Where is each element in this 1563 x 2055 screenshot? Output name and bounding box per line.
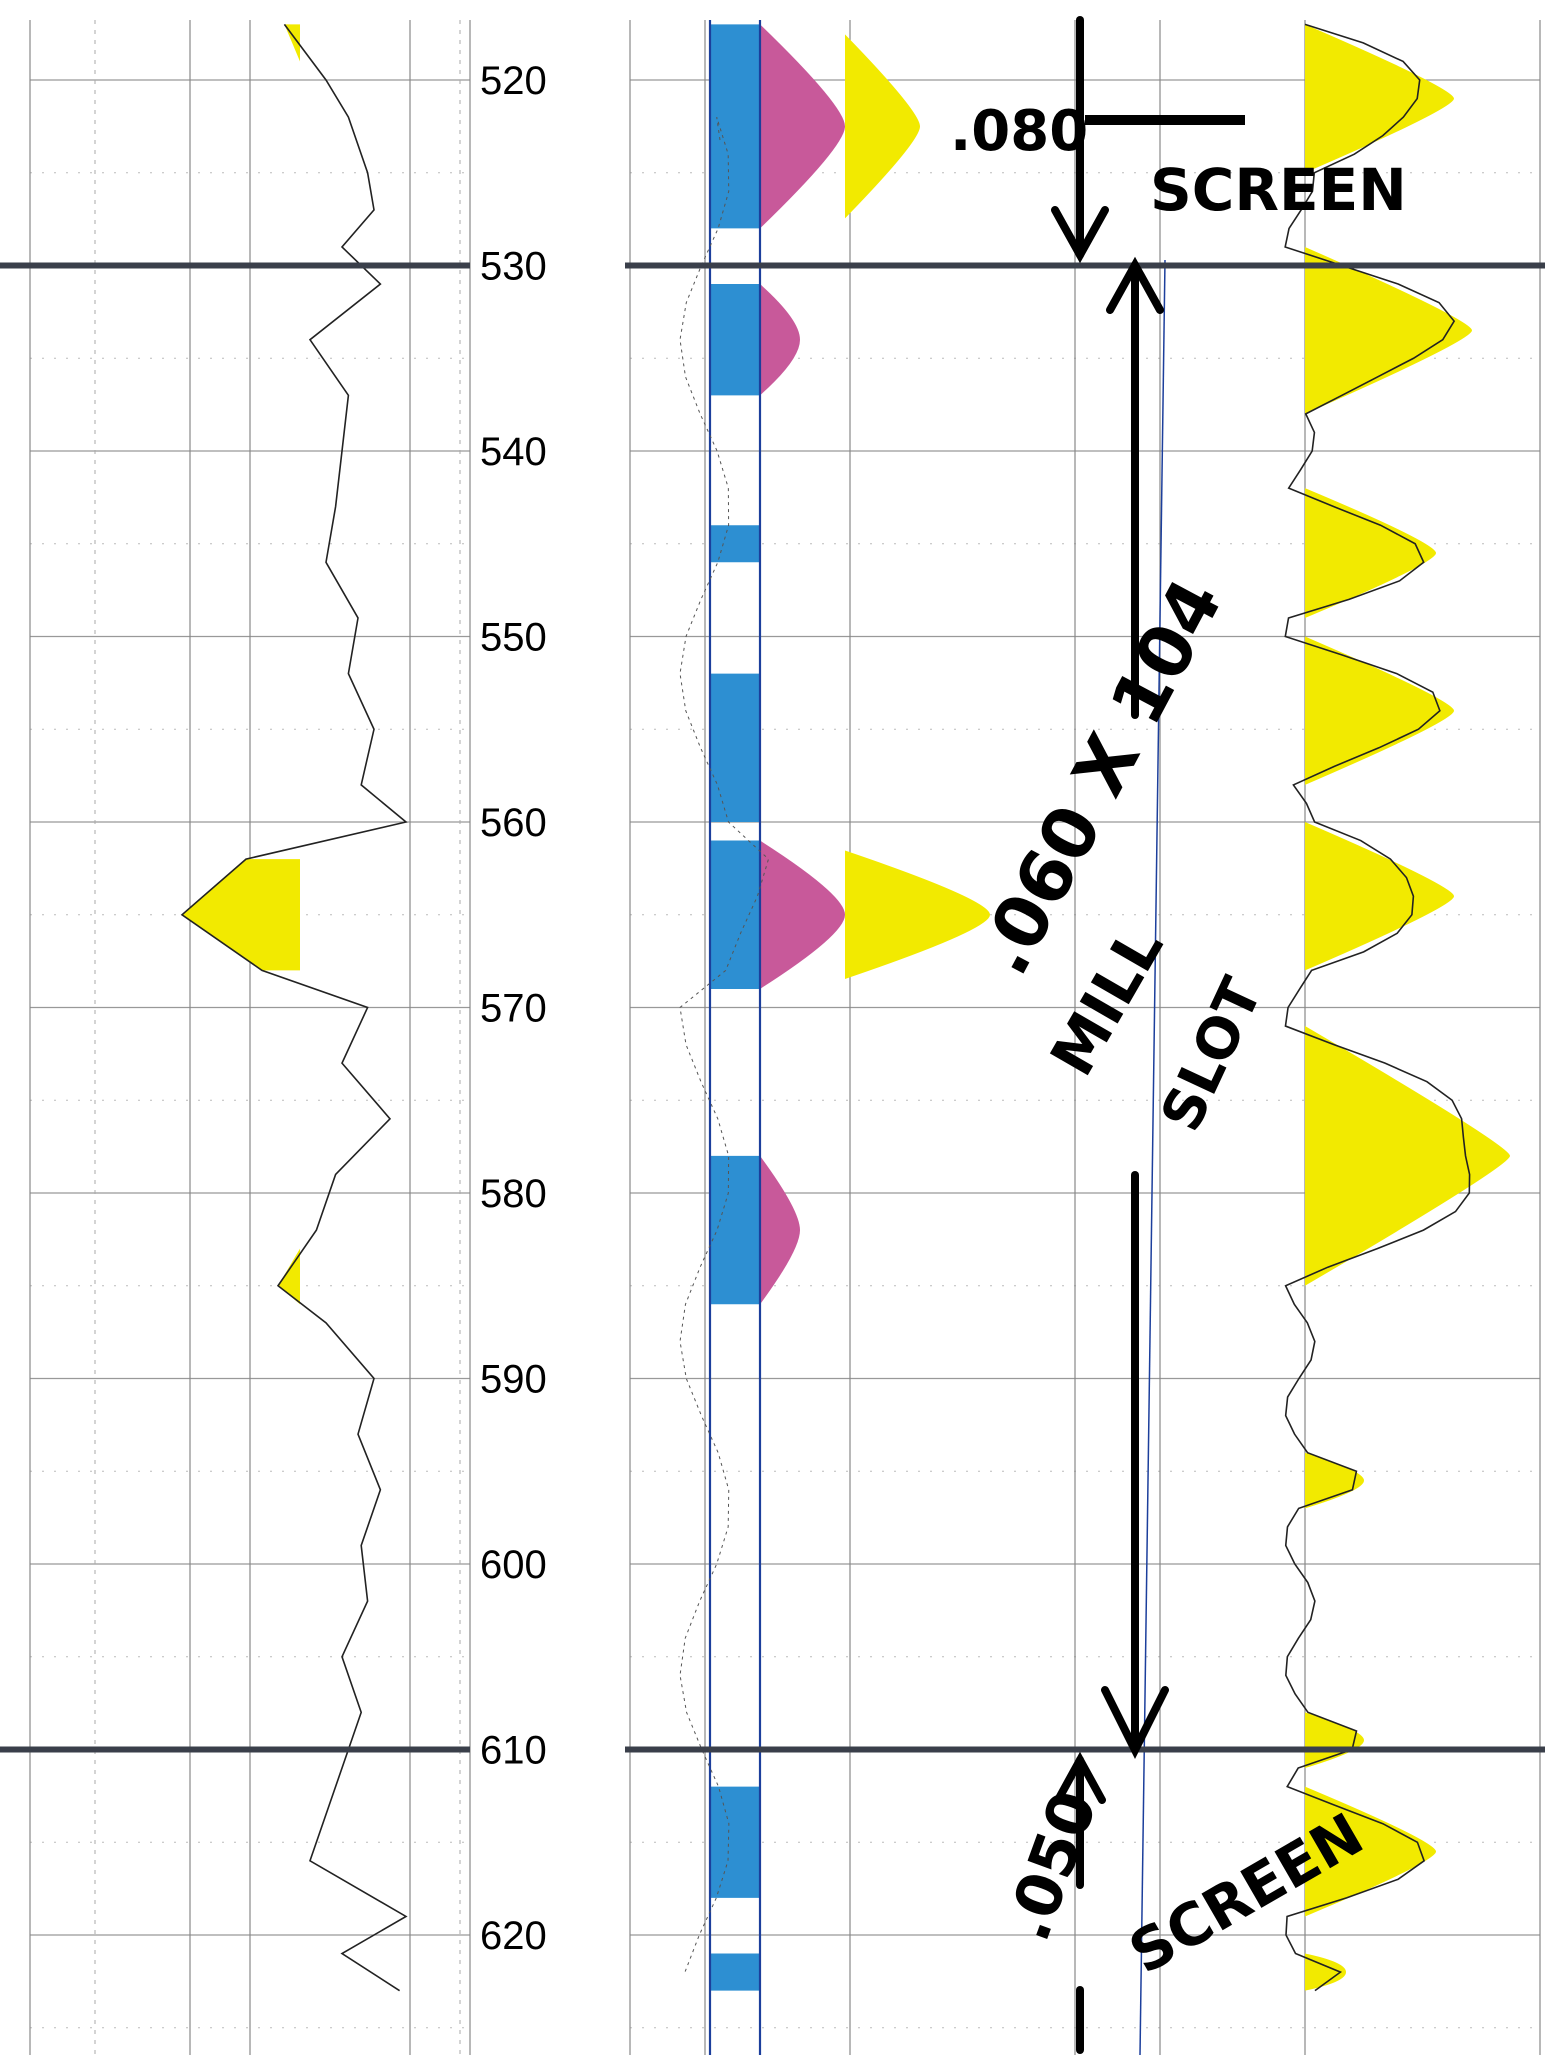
top-screen-annotation: SCREEN (1150, 156, 1407, 224)
resistivity-magenta-zone (760, 840, 845, 989)
middle-size-annotation: .060 X 104 (961, 566, 1239, 988)
arrow-group (1051, 16, 1169, 2054)
gamma-shaded-zone (182, 859, 300, 971)
depth-label: 570 (480, 987, 547, 1031)
depth-label: 530 (480, 245, 547, 289)
sp-shaded-zone (1305, 1953, 1346, 1991)
depth-label: 590 (480, 1358, 547, 1402)
depth-label: 560 (480, 801, 547, 845)
resistivity-blue-zone (710, 284, 760, 396)
resistivity-yellow-zone (845, 34, 920, 219)
resistivity-blue-zone (710, 1786, 760, 1898)
depth-label: 540 (480, 430, 547, 474)
middle-type-annotation-2: SLOT (1149, 969, 1275, 1141)
sp-shaded-zone (1305, 246, 1472, 414)
resistivity-magenta-zone (760, 1155, 800, 1305)
shaded-zones (182, 24, 1510, 1991)
resistivity-blue-zone (710, 525, 760, 563)
gamma-curve (180, 23, 408, 1992)
resistivity-magenta-zone (760, 284, 800, 396)
resistivity-curve-deep (679, 116, 770, 1973)
resistivity-blue-zone (710, 24, 760, 229)
trend-line (1139, 259, 1166, 2055)
sp-shaded-zone (1305, 24, 1454, 173)
depth-label: 610 (480, 1729, 547, 1773)
down-arrow-middle-head (1101, 1686, 1169, 1759)
log-curves (180, 20, 1471, 2055)
depth-label: 620 (480, 1914, 547, 1958)
depth-label: 520 (480, 59, 547, 103)
up-arrow-bottom-head (1054, 1751, 1106, 1804)
depth-label: 550 (480, 616, 547, 660)
gamma-shaded-zone (284, 24, 300, 62)
down-arrow-top-head (1051, 206, 1109, 264)
interval-markers (0, 262, 1545, 1753)
resistivity-yellow-zone (845, 850, 990, 979)
sp-shaded-zone (1305, 1712, 1364, 1769)
sp-shaded-zone (1305, 1786, 1436, 1917)
resistivity-blue-zone (710, 673, 760, 822)
resistivity-magenta-zone (760, 24, 845, 229)
resistivity-blue-zone (710, 1155, 760, 1305)
sp-curve (1284, 23, 1471, 1992)
sp-shaded-zone (1305, 636, 1454, 785)
depth-label: 600 (480, 1543, 547, 1587)
sp-shaded-zone (1305, 822, 1454, 971)
depth-label: 580 (480, 1172, 547, 1216)
depth-labels: 520 530 540 550 560 570 580 590 600 610 620 (480, 59, 547, 1958)
top-size-annotation: .080 (950, 99, 1088, 164)
bottom-size-annotation: .050 (990, 1781, 1111, 1950)
sp-shaded-zone (1305, 488, 1436, 618)
sp-shaded-zone (1305, 1026, 1510, 1286)
resistivity-blue-zone (710, 1953, 760, 1991)
sp-shaded-zone (1305, 1452, 1364, 1509)
gamma-shaded-zone (278, 1248, 300, 1305)
resistivity-blue-zone (710, 840, 760, 989)
up-arrow-middle-head (1106, 256, 1164, 314)
